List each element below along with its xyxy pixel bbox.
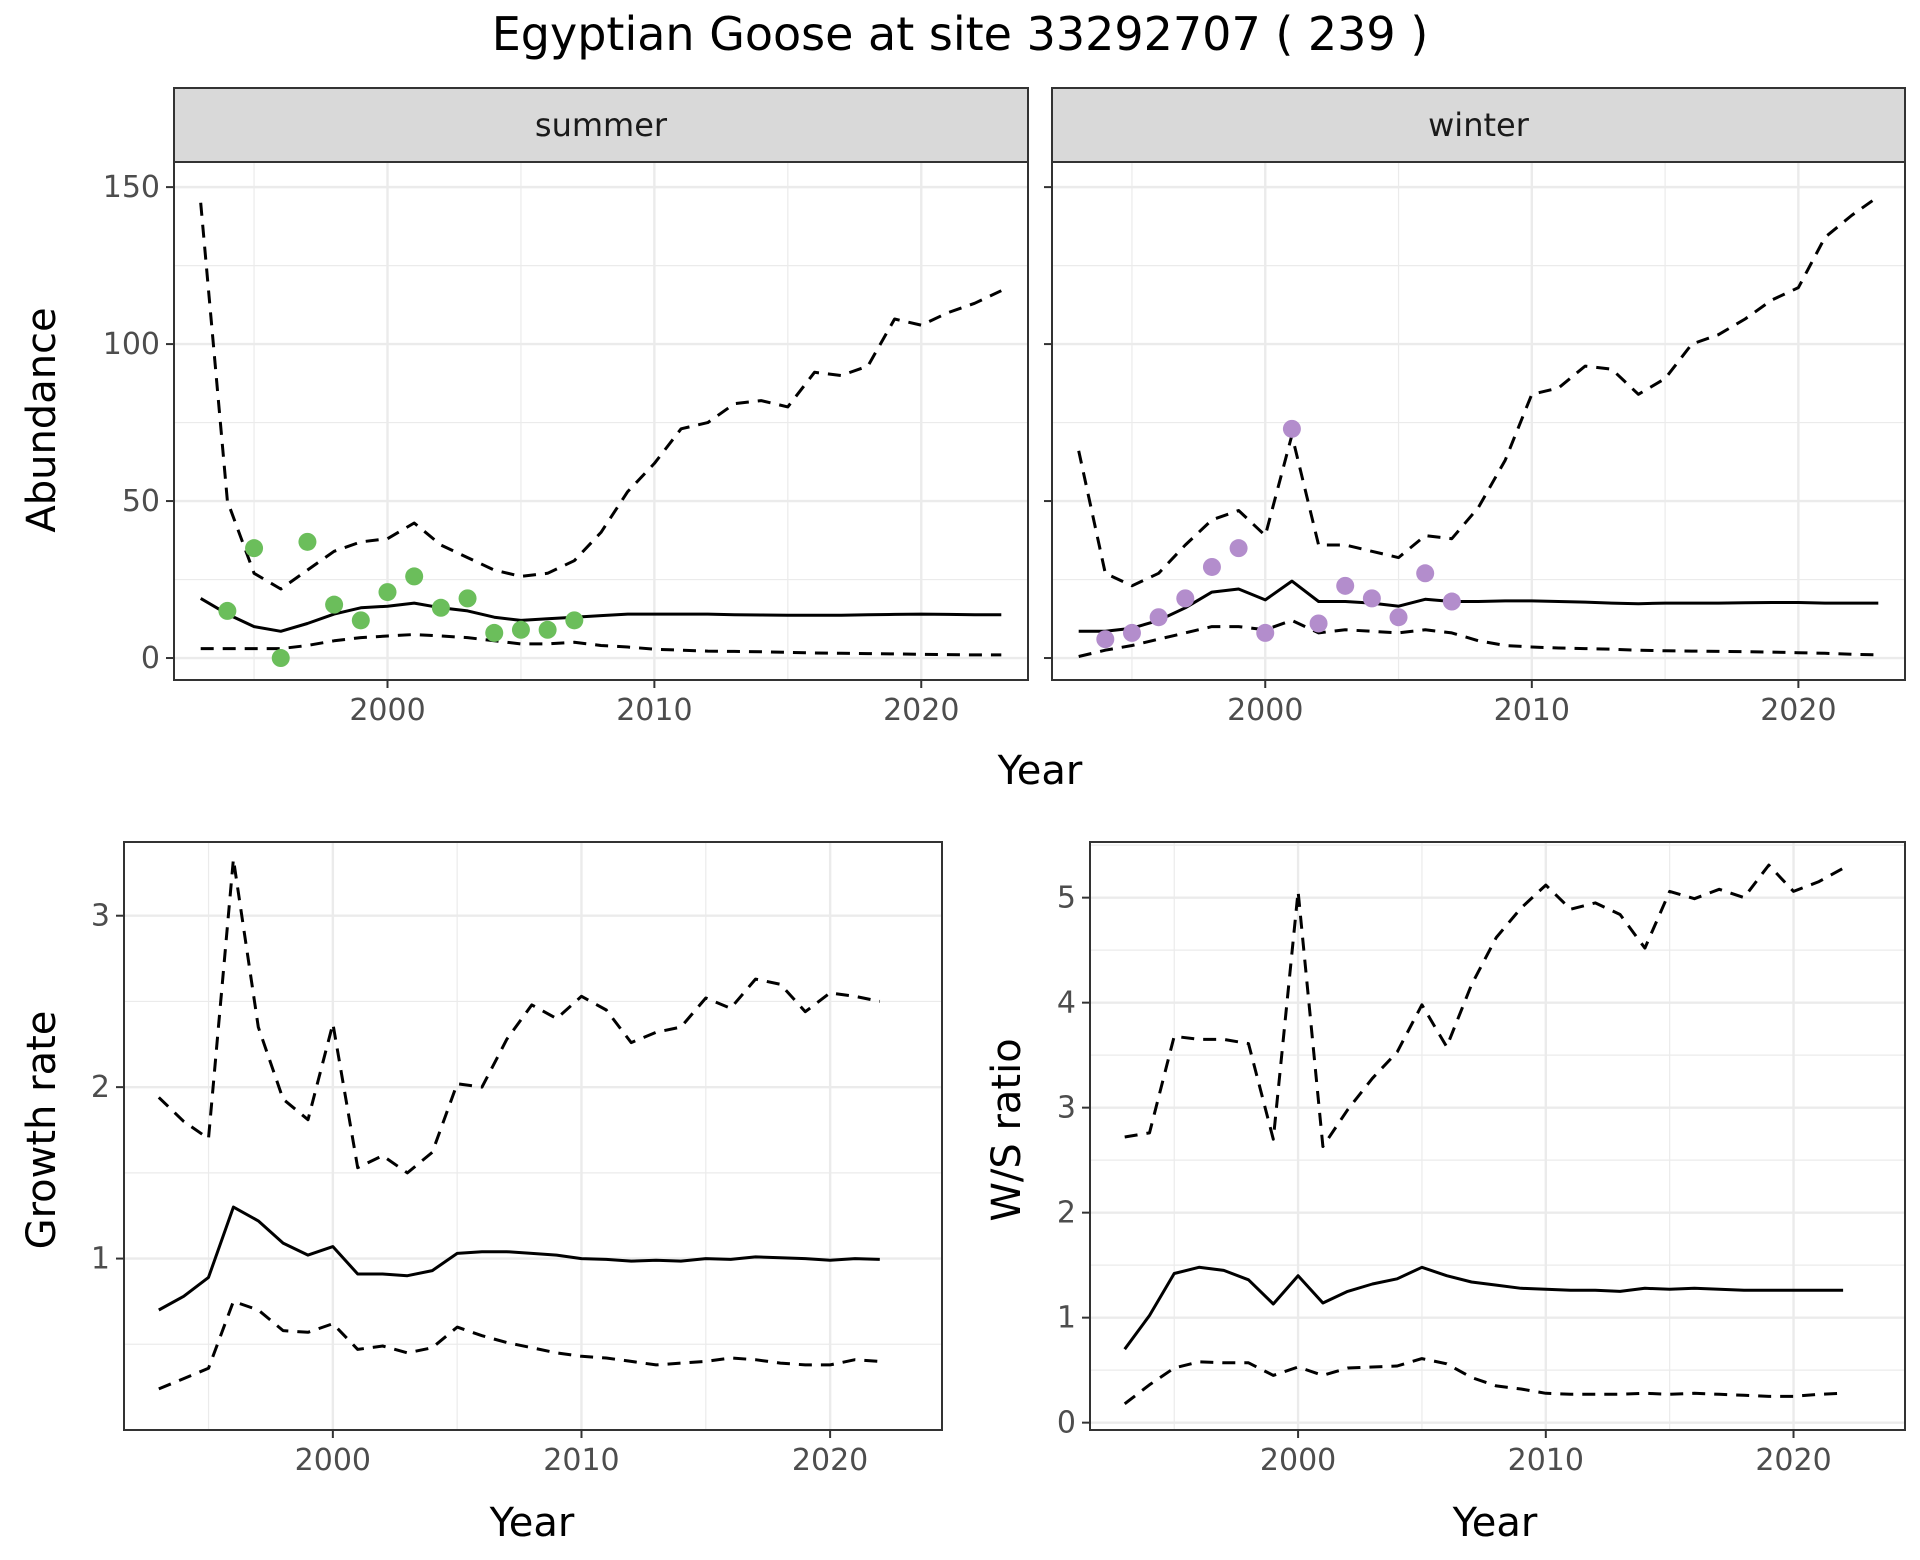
x-tick-label: 2010 — [1508, 1443, 1584, 1478]
data-point — [378, 583, 397, 602]
panel-background — [174, 162, 1028, 680]
data-point — [458, 589, 477, 608]
data-point — [1416, 564, 1435, 583]
data-point — [1256, 623, 1275, 642]
data-point — [1096, 630, 1115, 649]
x-tick-label: 2000 — [1227, 693, 1303, 728]
y-tick-label: 150 — [103, 170, 160, 205]
series-line-lower-bound — [1078, 618, 1879, 658]
data-point — [1282, 419, 1301, 438]
series-line-upper-bound — [1077, 195, 1880, 588]
winter-abundance-panel: winter 2000 2010 2020 — [1044, 87, 1906, 728]
data-point — [405, 567, 424, 586]
data-point — [1389, 608, 1408, 627]
x-tick-label: 2010 — [616, 693, 692, 728]
y-tick-label: 50 — [122, 484, 160, 519]
x-tick-label: 2020 — [792, 1443, 868, 1478]
series-line-mean — [158, 1205, 880, 1312]
data-point — [565, 611, 584, 630]
chart-title: Egyptian Goose at site 33292707 ( 239 ) — [492, 7, 1429, 61]
y-tick-label: 5 — [1057, 881, 1076, 916]
y-tick-label: 0 — [141, 641, 160, 676]
growth-rate-panel: 2000 2010 2020 1 2 3 — [91, 841, 943, 1478]
x-tick-label: 2000 — [295, 1443, 371, 1478]
abundance-x-axis-title: Year — [997, 748, 1083, 794]
data-point — [1309, 614, 1328, 633]
panel-background — [1090, 842, 1905, 1430]
panel-background — [1052, 162, 1905, 680]
series-line-mean — [199, 597, 1002, 633]
panel-background — [124, 842, 942, 1430]
data-point — [511, 620, 530, 639]
series-line-upper-bound — [199, 202, 1002, 591]
y-tick-label: 3 — [91, 899, 110, 934]
facet-strip-label: summer — [535, 106, 668, 144]
data-point — [1336, 576, 1355, 595]
x-tick-label: 2020 — [1755, 1443, 1831, 1478]
data-point — [298, 532, 317, 551]
data-point — [1202, 557, 1221, 576]
ws-ratio-y-axis-title: W/S ratio — [984, 1038, 1030, 1221]
x-tick-label: 2020 — [1760, 693, 1836, 728]
data-point — [1149, 608, 1168, 627]
data-point — [538, 620, 557, 639]
series-line-lower-bound — [1123, 1357, 1844, 1405]
series-line-upper-bound — [157, 857, 881, 1175]
x-tick-label: 2020 — [883, 693, 959, 728]
facet-strip — [1051, 87, 1906, 163]
growth-rate-y-axis-title: Growth rate — [19, 1011, 65, 1250]
series-line-mean — [1078, 579, 1879, 633]
data-point — [245, 539, 264, 558]
facet-strip — [173, 87, 1029, 163]
data-point — [271, 649, 290, 668]
data-point — [485, 623, 504, 642]
data-point — [431, 598, 450, 617]
y-tick-label: 0 — [1057, 1406, 1076, 1441]
data-point — [218, 601, 237, 620]
data-point — [1176, 589, 1195, 608]
data-point — [1362, 589, 1381, 608]
growth-rate-x-axis-title: Year — [489, 1500, 575, 1546]
data-point — [351, 611, 370, 630]
y-tick-label: 2 — [91, 1070, 110, 1105]
y-tick-label: 2 — [1057, 1196, 1076, 1231]
data-point — [1442, 592, 1461, 611]
x-tick-label: 2010 — [543, 1443, 619, 1478]
y-tick-label: 100 — [103, 327, 160, 362]
y-tick-label: 1 — [1057, 1301, 1076, 1336]
summer-abundance-panel: summer 2000 2010 2020 0 50 100 150 — [103, 87, 1029, 728]
series-line-lower-bound — [200, 633, 1002, 657]
series-line-lower-bound — [158, 1299, 880, 1391]
facet-strip-label: winter — [1428, 106, 1530, 144]
x-tick-label: 2010 — [1494, 693, 1570, 728]
ws-ratio-x-axis-title: Year — [1452, 1500, 1538, 1546]
ws-ratio-panel: 2000 2010 2020 0 1 2 3 4 5 — [1057, 841, 1906, 1478]
y-tick-label: 3 — [1057, 1091, 1076, 1126]
data-point — [325, 595, 344, 614]
x-tick-label: 2000 — [349, 693, 425, 728]
y-tick-label: 4 — [1057, 986, 1076, 1021]
data-point — [1229, 539, 1248, 558]
panel-border — [123, 841, 943, 1431]
x-tick-label: 2000 — [1260, 1443, 1336, 1478]
panel-border — [1089, 841, 1906, 1431]
data-point — [1122, 623, 1141, 642]
y-tick-label: 1 — [91, 1242, 110, 1277]
series-line-mean — [1123, 1265, 1844, 1351]
abundance-y-axis-title: Abundance — [19, 307, 65, 532]
